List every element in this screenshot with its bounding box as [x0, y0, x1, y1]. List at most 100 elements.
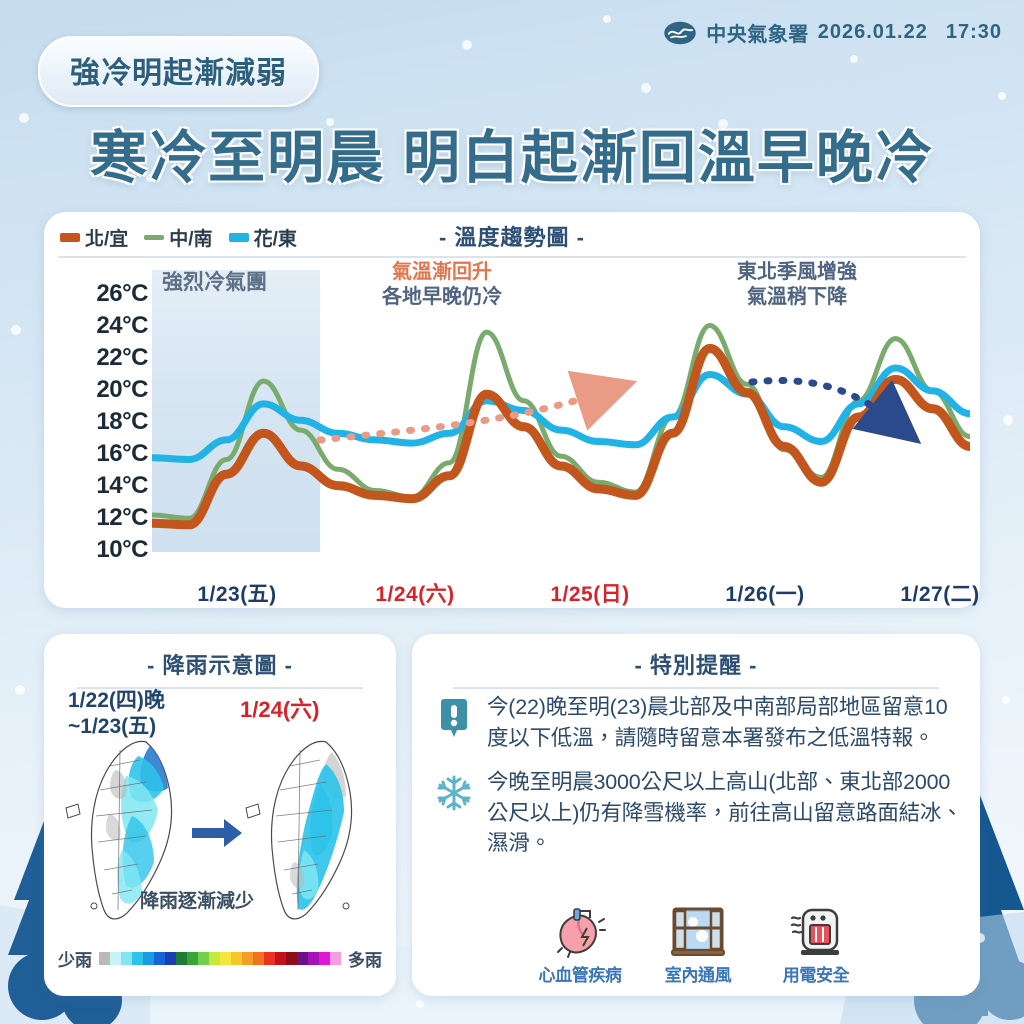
rainfall-panel-title: - 降雨示意圖 - — [147, 653, 293, 678]
x-tick-label: 1/24(六) — [375, 583, 455, 606]
scale-color-cell — [264, 952, 275, 965]
reminder-divider — [453, 687, 939, 689]
chart-x-axis: 1/23(五) 1/24(六) 1/25(日) 1/26(一) 1/27(二) — [152, 578, 979, 608]
chart-title: - 溫度趨勢圖 - — [439, 225, 585, 250]
legend-label-central-south: 中/南 — [169, 229, 213, 250]
heater-icon — [770, 900, 862, 958]
chart-body: 26°C 24°C 22°C 20°C 18°C 16°C 14°C 12°C … — [44, 260, 980, 608]
annotation-warming-line2: 各地早晚仍冷 — [382, 286, 502, 308]
reminder-text: 今晚至明晨3000公尺以上高山(北部、東北部2000公尺以上)仍有降雪機率，前往… — [487, 770, 963, 856]
annotation-warming-line1: 氣溫漸回升 — [392, 261, 492, 283]
series-line-east — [148, 364, 974, 463]
y-tick: 20°C — [96, 376, 148, 403]
page-title: 寒冷至明晨 明白起漸回溫早晚冷 — [90, 126, 934, 190]
page-header: 強冷明起漸減弱 中央氣象署 2026.01.22 17:30 寒冷至明晨 明白起… — [0, 0, 1024, 200]
x-tick-label: 1/26(一) — [725, 583, 805, 606]
tip-label: 心血管疾病 — [538, 966, 622, 985]
safety-tips: 心血管疾病 室內通風 — [534, 900, 864, 986]
rainfall-right-date: 1/24(六) — [240, 697, 320, 722]
y-tick: 10°C — [96, 536, 148, 563]
y-tick: 16°C — [96, 440, 148, 467]
scale-color-cell — [121, 952, 132, 965]
legend-item-central-south: 中/南 — [144, 224, 213, 251]
cold-airmass-label: 強烈冷氣團 — [162, 271, 267, 294]
scale-color-cell — [297, 952, 308, 965]
legend-swatch-north — [60, 233, 80, 242]
scale-color-cell — [253, 952, 264, 965]
series-line-north — [147, 343, 975, 530]
temperature-trend-card: 北/宜 中/南 花/東 - 溫度趨勢圖 - 26°C 24°C 22°C 20°… — [44, 212, 980, 608]
cold-airmass-band — [152, 266, 321, 552]
reminder-list: 今(22)晚至明(23)晨北部及中南部局部地區留意10度以下低溫，請隨時留意本署… — [434, 692, 964, 873]
cooling-arrow — [748, 377, 922, 445]
rainfall-left-date: 1/22(四)晚 ~1/23(五) — [68, 688, 165, 741]
issue-time: 17:30 — [945, 21, 1002, 43]
taiwan-map-before — [65, 740, 173, 920]
scale-color-cell — [242, 952, 253, 965]
y-tick: 26°C — [96, 280, 148, 307]
issue-date: 2026.01.22 — [817, 21, 928, 43]
tip-label: 用電安全 — [782, 966, 850, 985]
scale-color-cell — [154, 952, 165, 965]
rainfall-divider — [77, 687, 363, 689]
scale-color-cell — [198, 952, 209, 965]
y-tick: 18°C — [96, 408, 148, 435]
legend-item-east: 花/東 — [228, 224, 297, 251]
x-tick-label: 1/23(五) — [197, 583, 277, 606]
scale-color-cell — [176, 952, 187, 965]
special-reminder-card: - 特別提醒 - 今(22)晚至明(23)晨北部及中南部局部地區留意10度以下低… — [412, 634, 980, 996]
y-tick: 22°C — [96, 344, 148, 371]
tip-electrical-safety: 用電安全 — [770, 900, 862, 986]
status-badge: 強冷明起漸減弱 — [38, 36, 319, 107]
annotation-cooling-line2: 氣溫稍下降 — [747, 286, 847, 308]
legend-label-east: 花/東 — [253, 229, 297, 250]
chart-legend: 北/宜 中/南 花/東 — [60, 224, 297, 251]
temperature-lines-svg — [147, 266, 975, 552]
chart-divider — [58, 256, 966, 258]
agency-meta: 中央氣象署 2026.01.22 17:30 — [663, 18, 1002, 47]
scale-color-cell — [99, 952, 110, 965]
y-tick: 24°C — [96, 312, 148, 339]
rainfall-card: - 降雨示意圖 - 1/22(四)晚 ~1/23(五) 1/24(六) — [44, 634, 396, 996]
scale-color-cell — [308, 952, 319, 965]
taiwan-map-after — [245, 740, 353, 920]
y-tick: 14°C — [96, 472, 148, 499]
scale-low-label: 少雨 — [58, 951, 92, 970]
exclamation-icon — [434, 692, 474, 738]
cwa-logo-icon — [664, 21, 696, 44]
reminder-item: 今(22)晚至明(23)晨北部及中南部局部地區留意10度以下低溫，請隨時留意本署… — [434, 692, 964, 753]
reminder-item: 今晚至明晨3000公尺以上高山(北部、東北部2000公尺以上)仍有降雪機率，前往… — [434, 767, 964, 859]
annotation-warming: 氣溫漸回升 各地早晚仍冷 — [327, 260, 557, 310]
scale-color-cell — [275, 952, 286, 965]
reminder-panel-title: - 特別提醒 - — [634, 653, 758, 678]
warming-arrow — [316, 370, 638, 444]
rainfall-left-date-line1: 1/22(四)晚 — [68, 689, 165, 712]
scale-color-cell — [330, 952, 341, 965]
x-tick-label: 1/27(二) — [900, 583, 980, 606]
rainfall-color-scale: 少雨 多雨 — [58, 946, 382, 971]
scale-high-label: 多雨 — [348, 951, 382, 970]
chart-y-axis: 26°C 24°C 22°C 20°C 18°C 16°C 14°C 12°C … — [56, 278, 148, 566]
scale-color-cell — [187, 952, 198, 965]
reminder-text: 今(22)晚至明(23)晨北部及中南部局部地區留意10度以下低溫，請隨時留意本署… — [487, 695, 948, 750]
scale-color-cell — [132, 952, 143, 965]
scale-color-cell — [143, 952, 154, 965]
scale-gradient-bar — [99, 952, 341, 965]
legend-item-north: 北/宜 — [60, 224, 128, 251]
scale-color-cell — [209, 952, 220, 965]
scale-color-cell — [220, 952, 231, 965]
legend-label-north: 北/宜 — [85, 229, 129, 250]
tip-ventilation: 室內通風 — [652, 900, 744, 986]
x-tick-label: 1/25(日) — [550, 583, 630, 606]
scale-color-cell — [231, 952, 242, 965]
rainfall-caption: 降雨逐漸減少 — [140, 891, 255, 912]
heart-icon — [534, 900, 626, 958]
chart-header: 北/宜 中/南 花/東 - 溫度趨勢圖 - — [44, 212, 980, 254]
annotation-cooling: 東北季風增強 氣溫稍下降 — [682, 260, 912, 310]
scale-color-cell — [165, 952, 176, 965]
scale-color-cell — [110, 952, 121, 965]
legend-swatch-central-south — [144, 235, 165, 240]
legend-swatch-east — [228, 233, 249, 242]
agency-name: 中央氣象署 — [706, 24, 809, 46]
tip-label: 室內通風 — [664, 966, 732, 985]
